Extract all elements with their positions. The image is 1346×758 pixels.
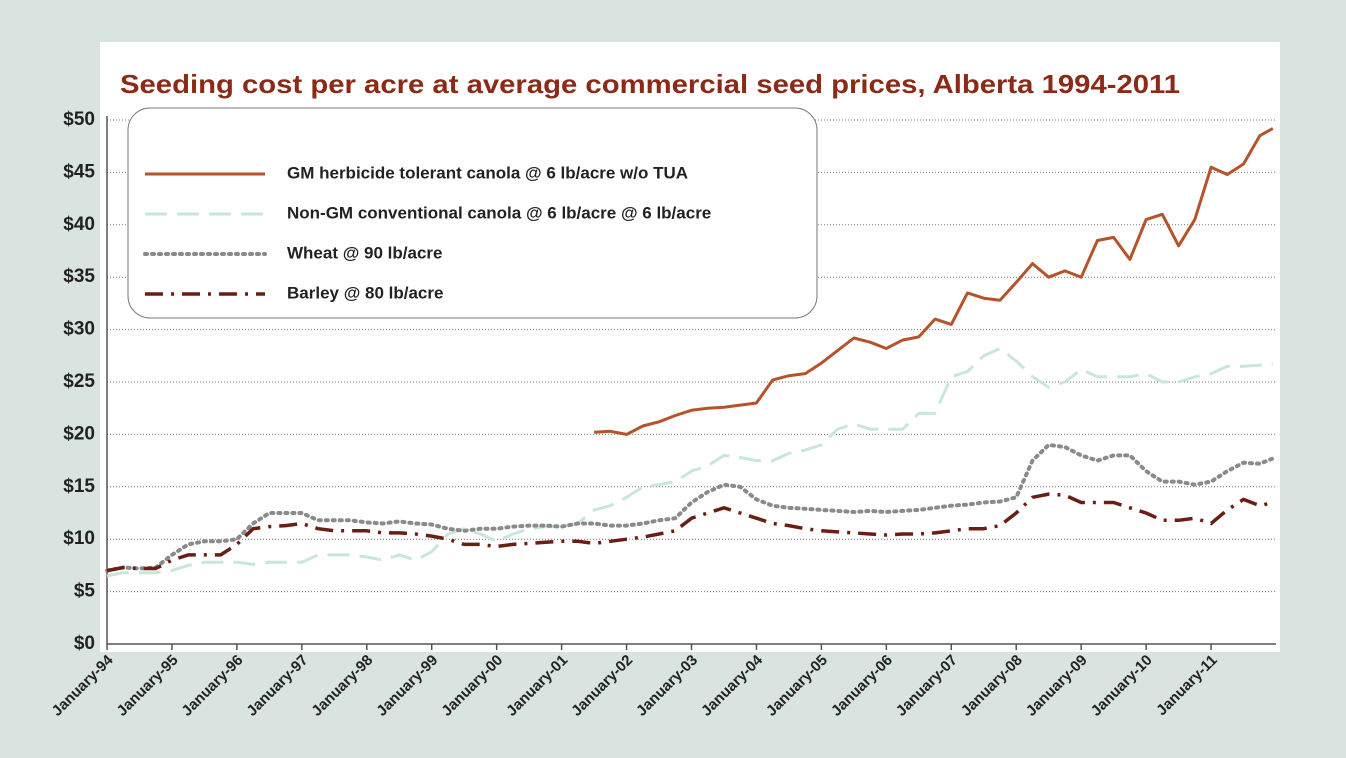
x-tick-label: January-98 [308, 652, 376, 720]
x-tick-label: January-01 [503, 652, 571, 720]
series-line [594, 127, 1274, 436]
y-tick-label: $50 [63, 109, 95, 130]
x-tick-label: January-09 [1023, 652, 1091, 720]
x-tick-label: January-11 [1153, 652, 1220, 719]
x-tick-label: January-94 [49, 651, 117, 719]
series-line [105, 442, 1275, 573]
x-tick-label: January-00 [438, 652, 506, 720]
y-tick-label: $20 [63, 423, 95, 444]
y-tick-label: $35 [63, 266, 95, 287]
legend-label: GM herbicide tolerant canola @ 6 lb/acre… [287, 163, 688, 182]
x-tick-label: January-04 [698, 651, 766, 719]
y-tick-label: $0 [74, 633, 95, 654]
series-line [106, 492, 1274, 573]
y-tick-label: $45 [63, 161, 95, 182]
y-tick-label: $5 [74, 581, 96, 602]
x-tick-label: January-97 [243, 652, 311, 720]
y-tick-label: $40 [63, 214, 95, 235]
x-tick-label: January-05 [763, 652, 831, 720]
y-tick-label: $25 [63, 371, 95, 392]
x-tick-label: January-95 [114, 652, 182, 720]
legend-label: Barley @ 80 lb/acre [287, 283, 443, 302]
x-tick-label: January-02 [568, 652, 636, 720]
x-tick-label: January-08 [958, 652, 1026, 720]
legend-label: Non-GM conventional canola @ 6 lb/acre @… [287, 203, 711, 222]
chart-title: Seeding cost per acre at average commerc… [120, 69, 1180, 99]
x-tick-label: January-07 [893, 652, 961, 720]
y-tick-label: $30 [63, 319, 95, 340]
legend-box [127, 107, 818, 319]
series-line [106, 347, 1273, 578]
y-tick-label: $15 [63, 476, 95, 497]
legend-label: Wheat @ 90 lb/acre [287, 243, 442, 262]
x-tick-label: January-96 [178, 652, 246, 720]
x-tick-label: January-10 [1088, 652, 1156, 720]
x-tick-label: January-99 [373, 652, 441, 720]
x-tick-label: January-03 [633, 652, 701, 720]
y-tick-label: $10 [63, 528, 95, 549]
x-tick-label: January-06 [828, 652, 896, 720]
